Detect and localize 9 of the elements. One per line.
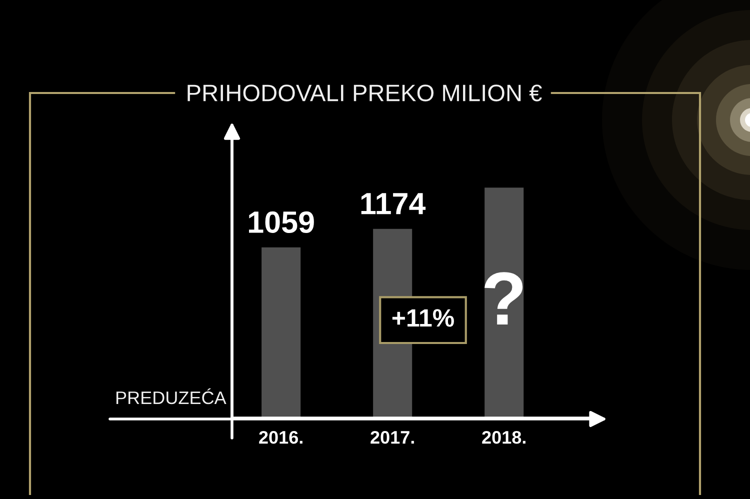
annotation: ? [484, 272, 523, 324]
x-tick-label: 2018. [482, 430, 526, 444]
annotation: +11% [392, 309, 454, 327]
y-axis-title: PREDUZEĆA [116, 388, 226, 404]
chart-title: PRIHODOVALI PREKO MILION € [188, 84, 542, 102]
data-label: 1059 [249, 211, 314, 233]
data-label: 1174 [361, 193, 426, 214]
x-tick-label: 2017. [370, 430, 414, 444]
x-tick-label: 2016. [259, 430, 302, 444]
